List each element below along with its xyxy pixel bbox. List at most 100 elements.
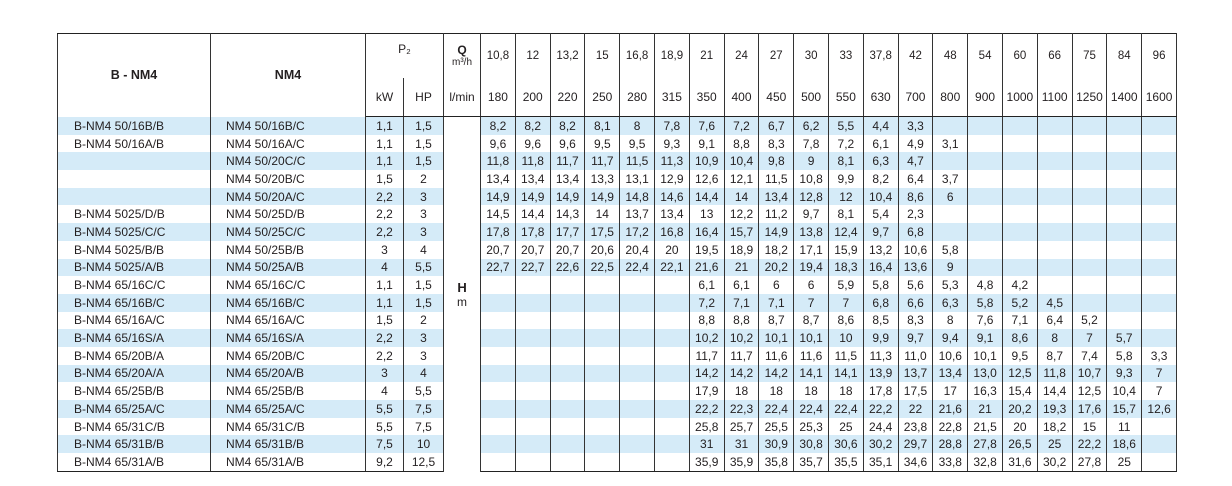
power-kw: 2,2 [365,223,404,241]
head-value: 9,5 [1001,346,1038,365]
head-value: 8,2 [862,170,899,188]
power-kw: 2,2 [365,205,404,224]
table-row: B-NM4 65/31C/B NM4 65/31C/B 5,5 7,5 25,8 25,7… [57,417,1177,436]
head-value [584,400,621,418]
power-kw: 3 [365,364,404,383]
power-hp: 3 [402,187,445,206]
head-value: 22,3 [723,400,760,418]
q-lmin-value: 550 [827,78,864,117]
head-value [549,417,586,436]
head-value: 6,6 [897,293,934,312]
head-value: 19,4 [793,258,829,277]
q-lmin-value: 800 [932,78,969,117]
head-value: 32,8 [967,453,1003,472]
q-lmin-value: 180 [480,78,516,117]
head-value: 12,1 [723,170,760,188]
q-lmin-value: 200 [514,78,551,117]
head-value: 16,4 [862,258,899,277]
model-bnm4 [57,187,211,206]
head-value [1001,205,1038,224]
power-hp: 2 [402,311,445,330]
head-value: 21,5 [967,417,1003,436]
head-value [584,293,621,312]
head-value: 27,8 [967,435,1003,454]
head-value: 5,4 [862,205,899,224]
head-value [1036,116,1073,135]
table-row: B-NM4 65/16S/A NM4 65/16S/A 2,2 3 10,2 10,2 10… [57,329,1177,347]
head-value: 5,3 [932,276,969,294]
head-value: 7,1 [723,293,760,312]
head-value: 13,7 [897,364,934,383]
head-value [1071,187,1108,206]
head-value: 17,5 [897,382,934,400]
table-row: B-NM4 65/16C/C NM4 65/16C/C 1,1 1,5 6,1 6,1 6 6… [57,276,1177,294]
power-kw: 2,2 [365,329,404,347]
model-bnm4: B-NM4 65/16B/C [57,293,211,312]
head-value: 15 [1071,417,1108,436]
q-lmin-value: 1600 [1141,78,1177,117]
model-nm4: NM4 50/20B/C [210,170,366,188]
power-hp: 3 [402,205,445,224]
head-value [1141,240,1177,259]
head-value: 10,7 [1071,364,1108,383]
head-value: 17,2 [619,223,655,241]
head-value: 4,9 [897,134,934,153]
head-value [932,116,969,135]
q-lmin-value: 220 [549,78,586,117]
head-value: 13,6 [897,258,934,277]
head-value [1071,152,1108,171]
head-value [1106,116,1143,135]
table-row: B-NM4 5025/D/B NM4 50/25D/B 2,2 3 14,5 14,4 14… [57,205,1177,224]
head-value: 4,5 [1036,293,1073,312]
head-value: 6,7 [758,116,795,135]
head-value: 11,7 [584,152,621,171]
head-value: 22,2 [688,400,725,418]
head-value: 20,2 [758,258,795,277]
head-value: 10,4 [1106,382,1143,400]
head-value: 13,4 [758,187,795,206]
header-lmin: l/min [443,78,482,117]
head-value [549,382,586,400]
head-value: 24,4 [862,417,899,436]
head-value: 14,9 [480,187,516,206]
head-value: 31,6 [1001,453,1038,472]
head-value [584,382,621,400]
head-value [1141,258,1177,277]
head-value [619,329,655,347]
q-lmin-value: 450 [758,78,795,117]
head-value: 17,1 [793,240,829,259]
head-value: 14,9 [549,187,586,206]
power-hp: 1,5 [402,276,445,294]
head-value [584,417,621,436]
head-value: 14,5 [480,205,516,224]
head-value: 8,6 [827,311,864,330]
power-hp: 3 [402,346,445,365]
head-value: 18,9 [723,240,760,259]
head-value: 11,0 [897,346,934,365]
head-value: 13,1 [619,170,655,188]
q-lmin-value: 900 [967,78,1003,117]
head-value [584,346,621,365]
head-value: 5,9 [827,276,864,294]
head-value: 6,8 [862,293,899,312]
head-value: 33,8 [932,453,969,472]
head-value: 9,5 [619,134,655,153]
head-value: 20,4 [619,240,655,259]
head-value [1036,205,1073,224]
head-value: 10,4 [723,152,760,171]
head-value: 8,8 [723,134,760,153]
head-value [1001,240,1038,259]
head-value: 30,2 [1036,453,1073,472]
head-value: 6,4 [1036,311,1073,330]
head-value [1071,293,1108,312]
head-value [1071,205,1108,224]
table-row: B-NM4 65/16B/C NM4 65/16B/C 1,1 1,5 7,2 7,1 7,… [57,293,1177,312]
head-value: 2,3 [897,205,934,224]
head-value: 14,6 [654,187,690,206]
head-value: 7,2 [723,116,760,135]
q-lmin-value: 250 [584,78,621,117]
head-value [1036,258,1073,277]
head-value: 17,9 [688,382,725,400]
head-value [514,276,551,294]
